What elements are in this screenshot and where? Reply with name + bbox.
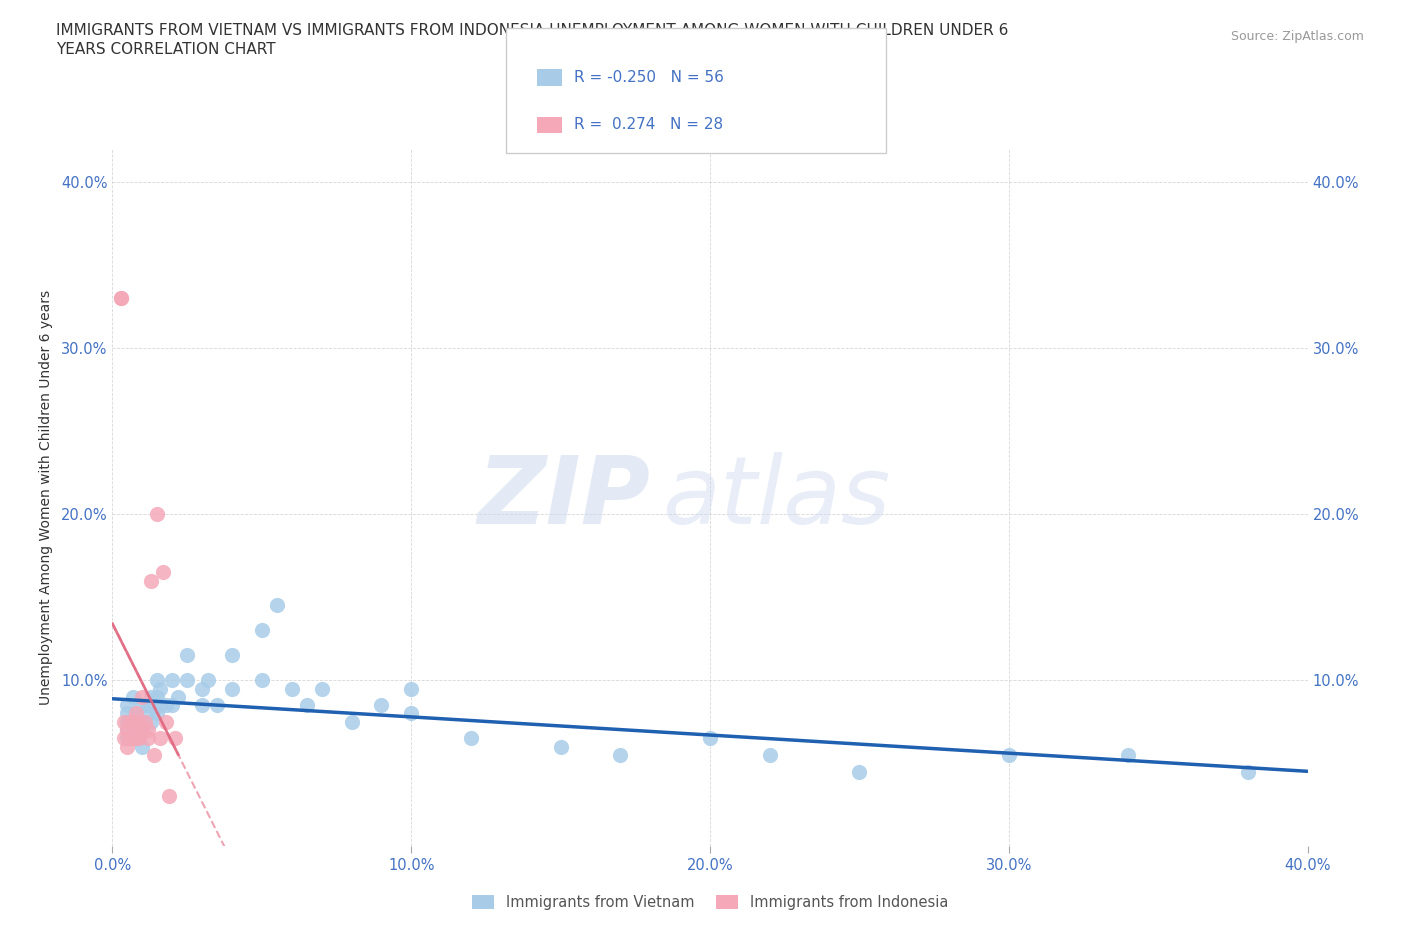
Point — [1118, 748, 1140, 763]
Point — [998, 748, 1021, 763]
Point — [146, 689, 169, 704]
Point — [128, 731, 150, 746]
Point — [117, 739, 139, 754]
Point — [162, 672, 183, 687]
Point — [131, 723, 153, 737]
Point — [138, 706, 160, 721]
Point — [699, 731, 721, 746]
Point — [117, 723, 139, 737]
Point — [176, 672, 198, 687]
Point — [141, 714, 163, 729]
Text: R =  0.274   N = 28: R = 0.274 N = 28 — [574, 117, 723, 132]
Point — [146, 672, 169, 687]
Point — [125, 706, 148, 721]
Point — [250, 623, 273, 638]
Point — [125, 731, 148, 746]
Point — [401, 681, 423, 696]
Point — [197, 672, 219, 687]
Text: ZIP: ZIP — [478, 452, 650, 543]
Point — [311, 681, 333, 696]
Point — [221, 648, 243, 663]
Point — [460, 731, 482, 746]
Point — [191, 698, 214, 712]
Point — [141, 689, 163, 704]
Text: R = -0.250   N = 56: R = -0.250 N = 56 — [574, 71, 724, 86]
Point — [138, 731, 160, 746]
Point — [138, 698, 160, 712]
Point — [138, 723, 160, 737]
Point — [149, 698, 172, 712]
Legend: Immigrants from Vietnam, Immigrants from Indonesia: Immigrants from Vietnam, Immigrants from… — [467, 889, 953, 916]
Point — [125, 723, 148, 737]
Point — [117, 698, 139, 712]
Point — [149, 681, 172, 696]
Point — [155, 714, 177, 729]
Text: YEARS CORRELATION CHART: YEARS CORRELATION CHART — [56, 42, 276, 57]
Point — [117, 706, 139, 721]
Point — [114, 731, 135, 746]
Point — [131, 689, 153, 704]
Point — [266, 598, 288, 613]
Point — [165, 731, 187, 746]
Point — [146, 706, 169, 721]
Point — [205, 698, 228, 712]
Point — [143, 748, 166, 763]
Point — [117, 714, 139, 729]
Point — [152, 565, 174, 579]
Point — [122, 689, 145, 704]
Point — [609, 748, 631, 763]
Point — [128, 731, 150, 746]
Text: Source: ZipAtlas.com: Source: ZipAtlas.com — [1230, 30, 1364, 43]
Y-axis label: Unemployment Among Women with Children Under 6 years: Unemployment Among Women with Children U… — [38, 290, 52, 705]
Point — [141, 573, 163, 588]
Point — [191, 681, 214, 696]
Point — [131, 714, 153, 729]
Point — [146, 507, 169, 522]
Point — [370, 698, 392, 712]
Point — [149, 731, 172, 746]
Point — [125, 723, 148, 737]
Point — [110, 291, 132, 306]
Point — [1237, 764, 1260, 779]
Point — [295, 698, 318, 712]
Point — [125, 714, 148, 729]
Point — [759, 748, 782, 763]
Point — [162, 698, 183, 712]
Point — [131, 723, 153, 737]
Point — [122, 714, 145, 729]
Point — [128, 714, 150, 729]
Point — [155, 698, 177, 712]
Point — [131, 698, 153, 712]
Point — [114, 714, 135, 729]
Point — [221, 681, 243, 696]
Point — [120, 731, 142, 746]
Point — [117, 723, 139, 737]
Point — [550, 739, 572, 754]
Text: IMMIGRANTS FROM VIETNAM VS IMMIGRANTS FROM INDONESIA UNEMPLOYMENT AMONG WOMEN WI: IMMIGRANTS FROM VIETNAM VS IMMIGRANTS FR… — [56, 23, 1008, 38]
Text: atlas: atlas — [662, 452, 890, 543]
Point — [134, 714, 156, 729]
Point — [125, 706, 148, 721]
Point — [340, 714, 363, 729]
Point — [131, 739, 153, 754]
Point — [401, 706, 423, 721]
Point — [110, 291, 132, 306]
Point — [122, 731, 145, 746]
Point — [120, 714, 142, 729]
Point — [128, 714, 150, 729]
Point — [176, 648, 198, 663]
Point — [250, 672, 273, 687]
Point — [122, 731, 145, 746]
Point — [157, 789, 180, 804]
Point — [167, 689, 190, 704]
Point — [848, 764, 870, 779]
Point — [117, 731, 139, 746]
Point — [281, 681, 304, 696]
